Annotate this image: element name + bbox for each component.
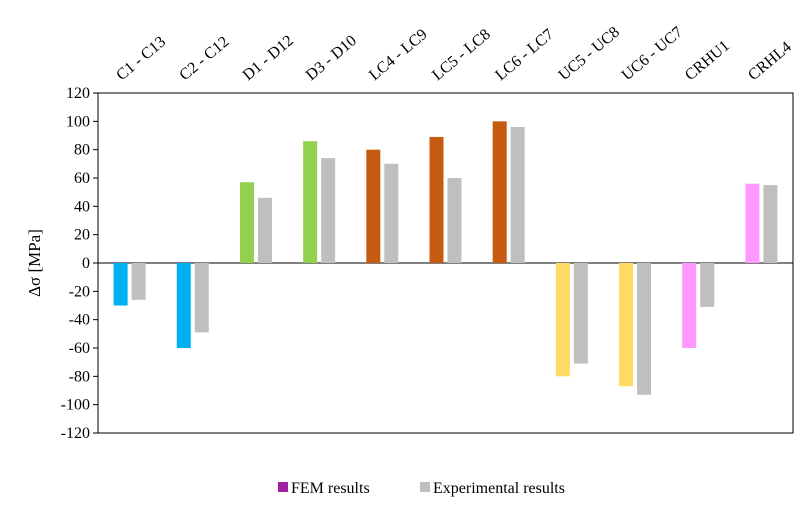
fem-bar-9: [619, 263, 634, 387]
y-tick-label: -100: [61, 397, 90, 414]
y-tick-label: 120: [66, 85, 90, 102]
fem-bar-3: [239, 182, 254, 263]
category-label: C2 - C12: [176, 33, 232, 84]
category-labels: C1 - C13 C2 - C12 D1 - D12 D3 - D10 LC4 - LC…: [113, 24, 795, 84]
experimental-bar-10: [700, 263, 715, 307]
fem-bar-8: [555, 263, 570, 377]
category-label: D3 - D10: [303, 32, 360, 84]
y-tick-label: -40: [69, 312, 90, 329]
y-tick-label: -120: [61, 425, 90, 442]
y-tick-label: -60: [69, 340, 90, 357]
legend-label-1: FEM results: [291, 480, 370, 497]
fem-bar-11: [745, 183, 760, 263]
category-label: C1 - C13: [113, 33, 169, 84]
bars: [113, 121, 778, 395]
category-label: LC5 - LC8: [429, 26, 494, 84]
y-tick-label: 0: [82, 255, 90, 272]
y-tick-label: 80: [74, 142, 90, 159]
y-axis-title: Δσ [MPa]: [25, 229, 44, 297]
legend-label-2: Experimental results: [433, 480, 565, 497]
category-label: D1 - D12: [240, 32, 297, 84]
experimental-bar-7: [510, 127, 525, 263]
fem-bar-5: [366, 149, 381, 263]
experimental-bar-11: [763, 185, 778, 263]
experimental-bar-5: [384, 163, 399, 263]
fem-bar-7: [492, 121, 507, 263]
y-tick-label: 40: [74, 198, 90, 215]
fem-bar-6: [429, 136, 444, 263]
y-axis: 120 100 80 60 40 20 0 -20 -40 -60 -80 -100 -120: [61, 85, 98, 442]
y-tick-label: -80: [69, 368, 90, 385]
y-tick-label: -20: [69, 283, 90, 300]
y-tick-label: 100: [66, 113, 90, 130]
fem-bar-2: [176, 263, 191, 348]
fem-bar-4: [303, 141, 318, 263]
experimental-bar-6: [447, 178, 462, 263]
experimental-bar-1: [131, 263, 146, 300]
category-label: LC4 - LC9: [366, 26, 431, 84]
fem-bar-10: [682, 263, 697, 348]
experimental-bar-4: [321, 158, 336, 263]
experimental-bar-2: [194, 263, 209, 333]
category-label: LC6 - LC7: [492, 26, 557, 84]
category-label: CRHU1: [682, 37, 733, 84]
experimental-bar-9: [637, 263, 652, 395]
fem-bar-1: [113, 263, 128, 306]
y-tick-label: 20: [74, 227, 90, 244]
experimental-bar-8: [573, 263, 588, 364]
category-label: UC5 - UC8: [556, 24, 623, 84]
category-label: CRHL4: [745, 38, 795, 84]
legend-swatch-1: [278, 482, 288, 492]
y-tick-label: 60: [74, 170, 90, 187]
legend: FEM results Experimental results: [278, 480, 565, 497]
experimental-bar-3: [257, 197, 272, 263]
legend-swatch-2: [420, 482, 430, 492]
category-label: UC6 - UC7: [619, 24, 686, 84]
